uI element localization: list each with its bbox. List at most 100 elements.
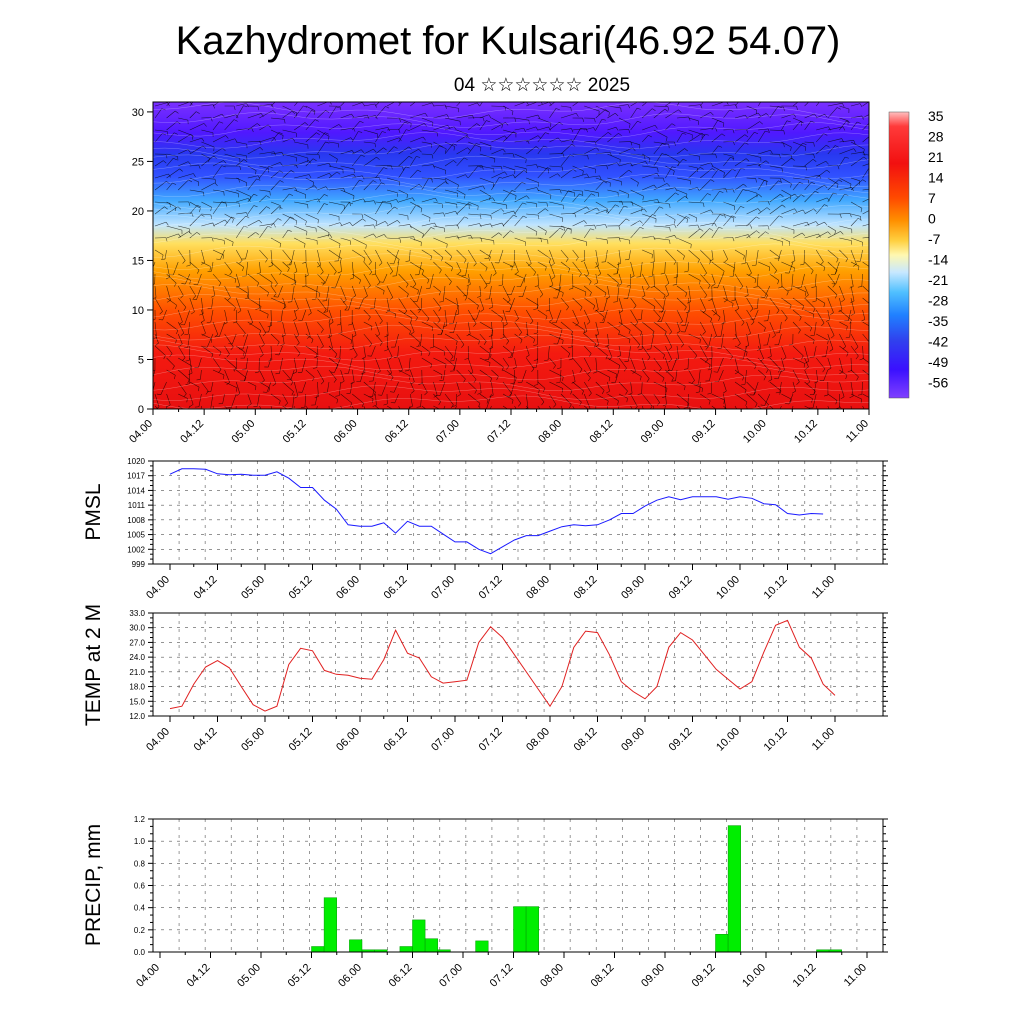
wind-barb-flag bbox=[605, 355, 608, 360]
x-tick-label: 04.12 bbox=[185, 962, 213, 990]
wind-barb-flag bbox=[647, 357, 651, 361]
wind-barb bbox=[850, 285, 855, 301]
wind-barb-flag bbox=[492, 197, 496, 202]
wind-barb bbox=[595, 333, 600, 345]
wind-barb-flag bbox=[684, 148, 688, 152]
wind-barb-flag bbox=[473, 263, 477, 267]
wind-barb bbox=[642, 124, 656, 131]
wind-barb-flag bbox=[236, 387, 238, 392]
wind-barb bbox=[526, 114, 539, 119]
wind-barb-flag bbox=[770, 150, 773, 154]
wind-barb bbox=[270, 206, 280, 215]
wind-barb bbox=[421, 178, 430, 191]
wind-barb-flag bbox=[534, 285, 539, 288]
wind-barb-flag bbox=[832, 192, 837, 195]
x-tick-label: 06.12 bbox=[383, 418, 411, 446]
wind-barb bbox=[572, 102, 579, 107]
wind-barb bbox=[479, 114, 489, 119]
wind-barb bbox=[328, 171, 338, 179]
wind-barb-flag bbox=[192, 295, 196, 299]
wind-barb bbox=[189, 261, 200, 271]
wind-barb-flag bbox=[336, 399, 339, 404]
wind-barb bbox=[294, 237, 306, 244]
wind-barb bbox=[688, 285, 691, 302]
precip-bar bbox=[525, 906, 539, 953]
wind-barb bbox=[827, 138, 842, 143]
wind-barb bbox=[236, 212, 247, 215]
wind-barb bbox=[212, 321, 219, 335]
wind-barb-flag bbox=[245, 215, 250, 219]
wind-barb-flag bbox=[845, 336, 850, 339]
wind-barb bbox=[723, 393, 727, 409]
wind-barb bbox=[247, 297, 262, 307]
wind-barb bbox=[259, 333, 265, 345]
wind-barb-flag bbox=[765, 130, 770, 133]
wind-barb bbox=[386, 146, 395, 155]
wind-barb-flag bbox=[812, 314, 815, 319]
wind-barb bbox=[595, 165, 607, 167]
wind-barb bbox=[665, 192, 676, 203]
wind-barb bbox=[584, 189, 599, 193]
wind-barb bbox=[572, 153, 588, 156]
wind-barb bbox=[301, 357, 307, 373]
wind-barb bbox=[804, 405, 812, 409]
wind-barb bbox=[444, 273, 452, 282]
wind-barb bbox=[510, 285, 515, 295]
wind-barb bbox=[212, 135, 226, 143]
wind-barb bbox=[560, 168, 574, 179]
wind-barb-flag bbox=[802, 142, 807, 146]
wind-barb bbox=[420, 333, 423, 346]
wind-barb bbox=[607, 321, 620, 332]
wind-barb bbox=[340, 165, 355, 170]
wind-barb-flag bbox=[233, 119, 238, 122]
wind-barb-flag bbox=[796, 381, 800, 385]
wind-barb bbox=[815, 357, 826, 370]
wind-barb-flag bbox=[778, 215, 783, 218]
wind-barb-flag bbox=[476, 415, 480, 416]
wind-barb bbox=[491, 105, 505, 107]
wind-barb bbox=[433, 405, 440, 409]
wind-barb-flag bbox=[372, 398, 374, 403]
wind-barb bbox=[676, 309, 683, 322]
wind-barb-flag bbox=[464, 296, 468, 301]
wind-barb bbox=[441, 321, 446, 335]
wind-barb bbox=[835, 273, 840, 285]
wind-barb-flag bbox=[290, 216, 295, 219]
wind-barb-flag bbox=[256, 272, 261, 275]
wind-barb bbox=[479, 345, 492, 355]
wind-barb-flag bbox=[593, 305, 596, 310]
wind-barb-flag bbox=[378, 262, 383, 266]
wind-barb bbox=[317, 273, 325, 283]
wind-barb bbox=[236, 345, 245, 353]
wind-barb bbox=[433, 201, 443, 205]
wind-barb bbox=[243, 369, 249, 382]
wind-barb-flag bbox=[237, 310, 242, 314]
wind-barb bbox=[328, 106, 337, 119]
x-tick-label: 07.00 bbox=[429, 726, 457, 754]
wind-barb bbox=[653, 357, 662, 369]
wind-barb-flag bbox=[243, 159, 248, 162]
wind-barb-flag bbox=[704, 359, 709, 363]
wind-barb bbox=[197, 273, 202, 285]
wind-barb bbox=[154, 249, 164, 256]
wind-barb-flag bbox=[268, 265, 273, 268]
wind-barb bbox=[490, 405, 492, 409]
wind-barb bbox=[839, 177, 852, 185]
wind-barb-flag bbox=[279, 180, 284, 183]
wind-barb bbox=[688, 133, 703, 143]
wind-barb bbox=[665, 321, 672, 332]
wind-barb-flag bbox=[787, 289, 792, 291]
wind-barb bbox=[409, 156, 417, 167]
wind-barb-flag bbox=[218, 369, 222, 373]
wind-barb bbox=[711, 297, 717, 314]
wind-barb bbox=[212, 113, 223, 119]
wind-barb bbox=[525, 249, 532, 264]
wind-barb bbox=[595, 261, 602, 274]
wind-barb-flag bbox=[765, 160, 770, 164]
wind-barb bbox=[781, 189, 792, 196]
wind-barb bbox=[410, 102, 416, 107]
wind-barb bbox=[537, 237, 548, 241]
wind-barb bbox=[386, 249, 400, 260]
wind-barb bbox=[723, 297, 734, 304]
wind-barb-flag bbox=[774, 270, 777, 274]
